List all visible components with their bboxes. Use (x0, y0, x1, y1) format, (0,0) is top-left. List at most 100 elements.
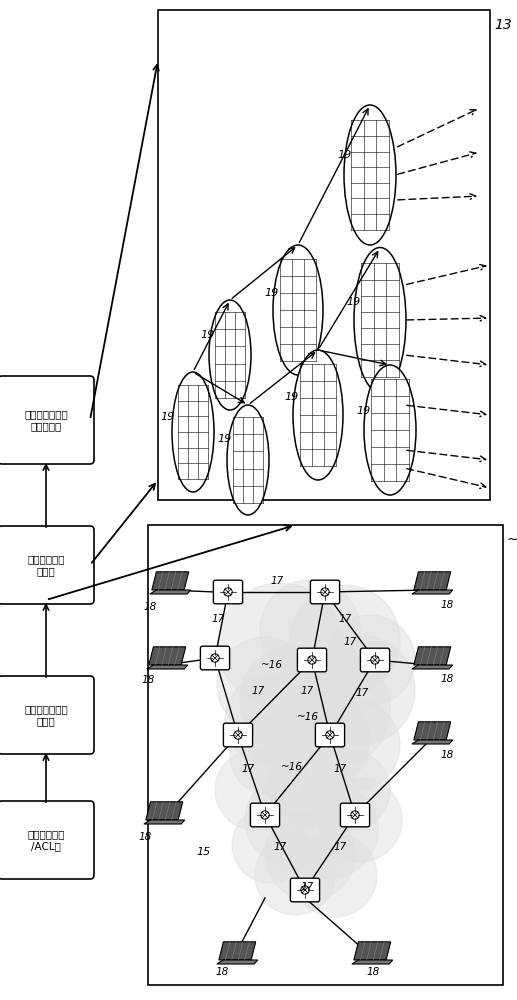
Circle shape (234, 731, 242, 739)
Polygon shape (412, 665, 453, 669)
Polygon shape (414, 572, 451, 590)
Text: ~16: ~16 (261, 660, 283, 670)
Text: ~12: ~12 (507, 533, 517, 547)
Circle shape (217, 637, 313, 733)
Circle shape (318, 778, 402, 862)
Bar (148, 525, 503, 985)
Polygon shape (149, 647, 186, 665)
Ellipse shape (227, 405, 269, 515)
Text: 18: 18 (440, 750, 453, 760)
FancyBboxPatch shape (201, 646, 230, 670)
Circle shape (290, 585, 400, 695)
Ellipse shape (364, 365, 416, 495)
Circle shape (293, 833, 377, 917)
Text: 17: 17 (211, 614, 224, 624)
Text: 19: 19 (161, 412, 175, 422)
Ellipse shape (209, 300, 251, 410)
Polygon shape (144, 820, 185, 824)
Ellipse shape (273, 245, 323, 375)
Polygon shape (147, 665, 188, 669)
Text: 19: 19 (265, 288, 279, 298)
Circle shape (230, 715, 310, 795)
Circle shape (371, 656, 379, 664)
Text: 13: 13 (494, 18, 512, 32)
Bar (158, 10, 490, 500)
FancyBboxPatch shape (315, 723, 345, 747)
Circle shape (301, 886, 309, 894)
Text: 17: 17 (333, 842, 346, 852)
Text: 17: 17 (300, 686, 314, 696)
Text: 18: 18 (367, 967, 379, 977)
Circle shape (245, 775, 335, 865)
Text: 17: 17 (241, 764, 255, 774)
Circle shape (218, 583, 342, 707)
Polygon shape (412, 740, 453, 744)
Ellipse shape (172, 372, 214, 492)
FancyBboxPatch shape (0, 676, 94, 754)
Circle shape (305, 635, 415, 745)
Polygon shape (219, 942, 256, 960)
Ellipse shape (344, 105, 396, 245)
Circle shape (225, 675, 315, 765)
Circle shape (232, 807, 308, 883)
Circle shape (270, 690, 370, 790)
Circle shape (240, 645, 350, 755)
Circle shape (260, 580, 360, 680)
Circle shape (270, 650, 390, 770)
Text: 19: 19 (285, 392, 299, 402)
Circle shape (351, 811, 359, 819)
FancyBboxPatch shape (0, 376, 94, 464)
FancyBboxPatch shape (340, 803, 370, 827)
Text: 19: 19 (347, 297, 361, 307)
Circle shape (282, 782, 378, 878)
Text: 快照（转发表
/ACL）: 快照（转发表 /ACL） (27, 829, 65, 851)
FancyBboxPatch shape (297, 648, 327, 672)
Text: 19: 19 (357, 406, 371, 416)
FancyBboxPatch shape (223, 723, 253, 747)
Polygon shape (412, 590, 453, 594)
Circle shape (211, 654, 219, 662)
Circle shape (255, 835, 335, 915)
Text: 17: 17 (270, 576, 284, 586)
FancyBboxPatch shape (214, 580, 242, 604)
Circle shape (215, 750, 295, 830)
Circle shape (310, 750, 390, 830)
Ellipse shape (354, 247, 406, 392)
Text: 19: 19 (338, 150, 352, 160)
Polygon shape (414, 722, 451, 740)
FancyBboxPatch shape (0, 526, 94, 604)
Circle shape (268, 743, 352, 827)
Text: 17: 17 (355, 688, 369, 698)
Text: 生成转发图或
字典树: 生成转发图或 字典树 (27, 554, 65, 576)
FancyBboxPatch shape (291, 878, 320, 902)
Circle shape (326, 731, 334, 739)
Text: 17: 17 (333, 764, 346, 774)
Text: 17: 17 (343, 637, 357, 647)
Polygon shape (352, 960, 393, 964)
Text: ~16: ~16 (281, 762, 303, 772)
Text: 18: 18 (139, 832, 151, 842)
Text: ~16: ~16 (297, 712, 319, 722)
Text: 减少冗余并生成
原子流: 减少冗余并生成 原子流 (24, 704, 68, 726)
Text: 17: 17 (338, 614, 352, 624)
Polygon shape (150, 590, 191, 594)
Text: 18: 18 (216, 967, 229, 977)
Circle shape (224, 588, 232, 596)
Polygon shape (217, 960, 257, 964)
Circle shape (261, 811, 269, 819)
Text: 17: 17 (300, 882, 314, 892)
Text: 15: 15 (196, 847, 210, 857)
Circle shape (321, 588, 329, 596)
Text: 18: 18 (440, 600, 453, 610)
Ellipse shape (293, 350, 343, 480)
FancyBboxPatch shape (360, 648, 390, 672)
Text: 19: 19 (201, 330, 215, 340)
FancyBboxPatch shape (310, 580, 340, 604)
Text: 18: 18 (143, 602, 157, 612)
Polygon shape (414, 647, 451, 665)
Text: 查询引擎（可达
树数据库）: 查询引擎（可达 树数据库） (24, 409, 68, 431)
Polygon shape (152, 572, 189, 590)
Polygon shape (354, 942, 391, 960)
Text: 18: 18 (141, 675, 155, 685)
FancyBboxPatch shape (0, 801, 94, 879)
